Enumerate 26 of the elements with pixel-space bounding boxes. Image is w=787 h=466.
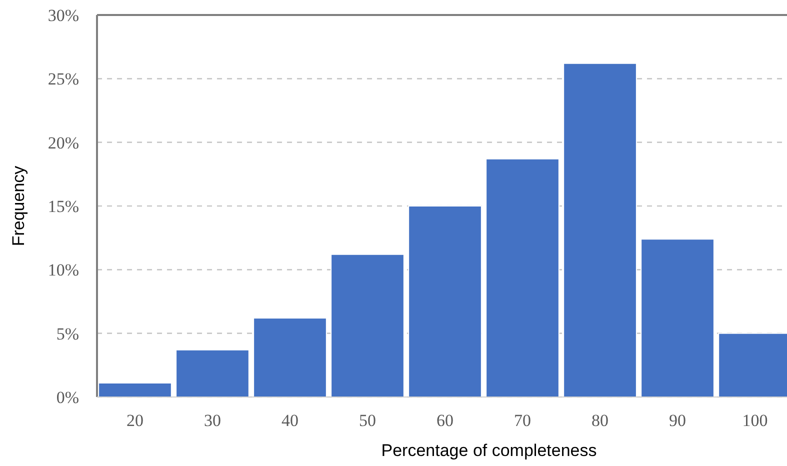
y-tick-label: 15% — [48, 196, 79, 216]
y-tick-label: 30% — [48, 6, 79, 25]
bar — [640, 238, 714, 398]
x-tick-label: 100 — [742, 411, 768, 430]
bar — [486, 158, 560, 398]
x-tick-label: 20 — [126, 411, 144, 430]
bar — [176, 349, 250, 398]
x-tick-label: 40 — [281, 411, 298, 430]
bar — [408, 206, 482, 398]
x-tick-label: 90 — [669, 411, 686, 430]
x-tick-label: 50 — [358, 411, 376, 430]
y-tick-label: 10% — [48, 260, 79, 280]
bar — [253, 318, 327, 398]
y-tick-label: 0% — [56, 388, 79, 407]
x-tick-label: 30 — [204, 411, 221, 430]
y-tick-label: 20% — [48, 133, 79, 152]
y-tick-label: 5% — [56, 324, 79, 344]
x-tick-label: 80 — [592, 411, 609, 430]
bar — [563, 62, 637, 398]
y-axis-title: Frequency — [9, 165, 28, 246]
x-tick-label: 70 — [514, 411, 532, 430]
bar — [330, 254, 404, 398]
y-tick-label: 25% — [48, 70, 79, 89]
bar — [98, 382, 172, 398]
x-axis-title: Percentage of completeness — [381, 441, 597, 460]
x-tick-label: 60 — [436, 411, 454, 430]
